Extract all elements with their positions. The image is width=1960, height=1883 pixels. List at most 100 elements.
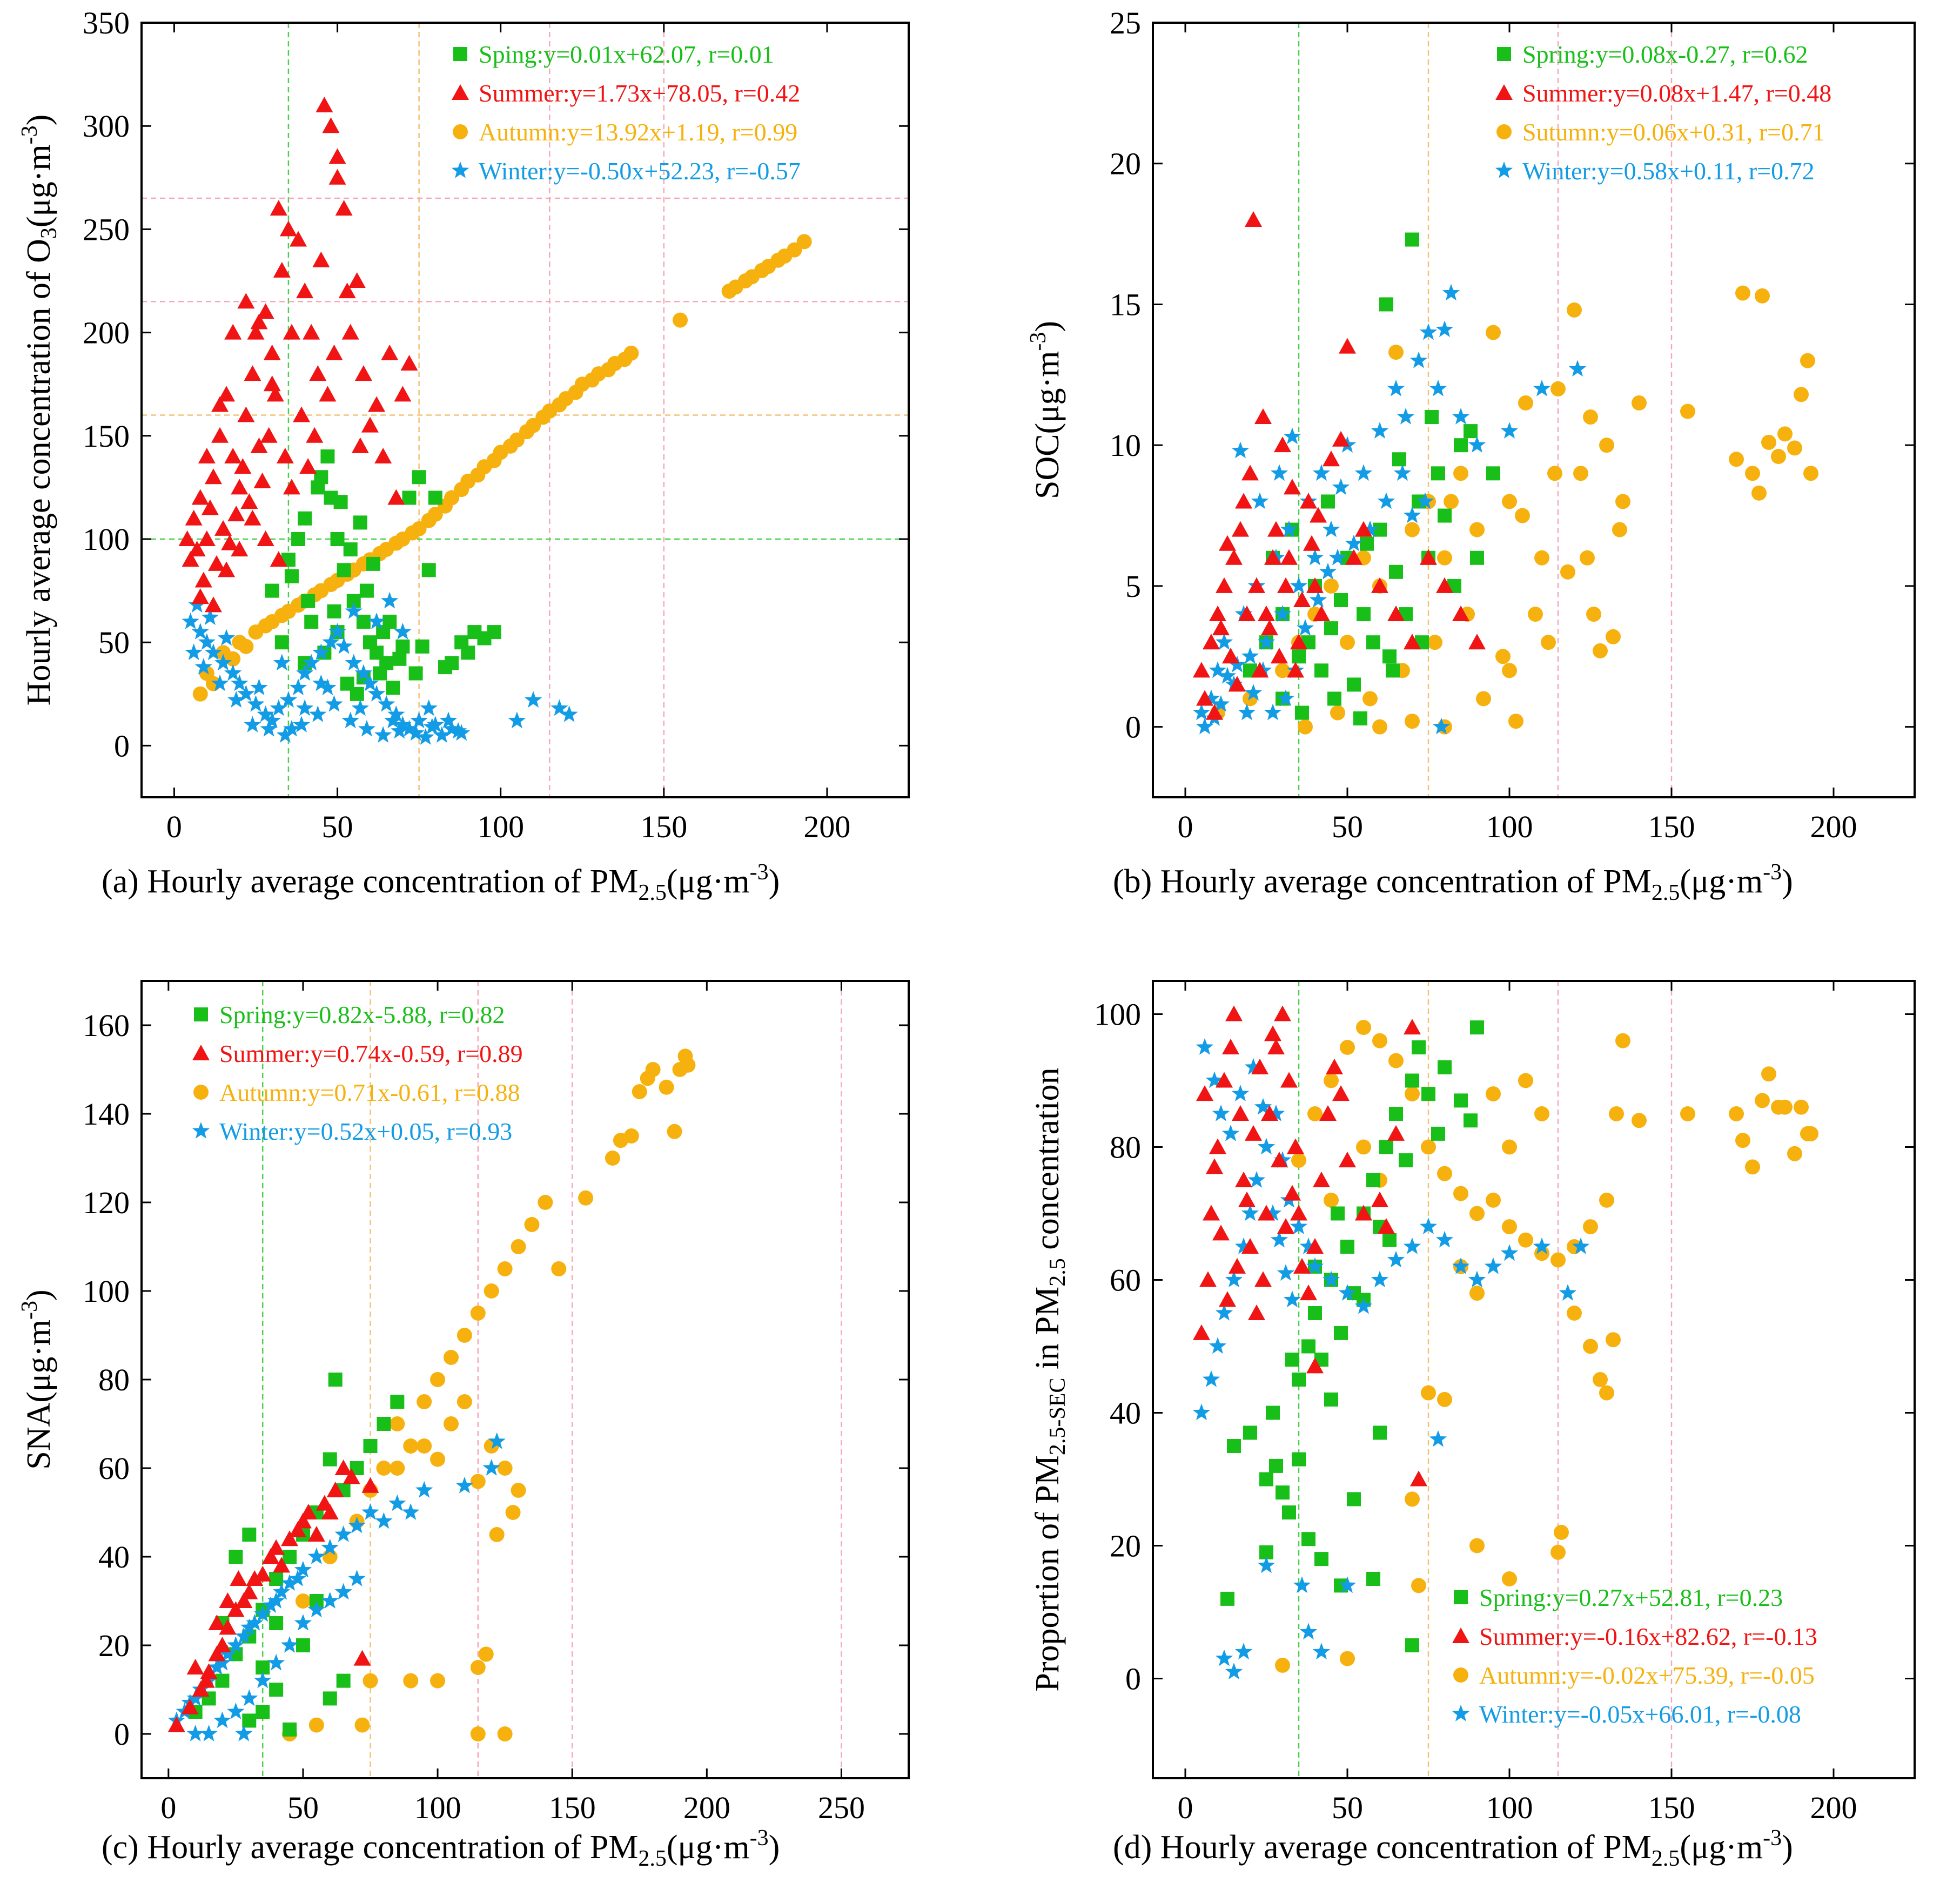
summer-point: [281, 1530, 299, 1546]
winter-point: [217, 629, 236, 646]
winter-point: [289, 678, 307, 696]
spring-point: [1392, 452, 1406, 467]
winter-point: [288, 1570, 307, 1586]
autumn-point: [1411, 1578, 1426, 1593]
legend-marker-summer: [192, 1045, 210, 1060]
winter-point: [1264, 1204, 1282, 1221]
summer-point: [197, 1672, 215, 1688]
summer-point: [1332, 1085, 1350, 1101]
winter-point: [263, 711, 281, 729]
spring-point: [1373, 1425, 1387, 1440]
summer-point: [1238, 1191, 1256, 1207]
autumn-point: [470, 1726, 486, 1741]
summer-point: [1196, 1085, 1213, 1101]
spring-point: [323, 1691, 337, 1706]
summer-point: [218, 561, 236, 577]
autumn-point: [502, 438, 518, 454]
winter-point: [1468, 436, 1486, 453]
panel-c: 0 50 100 150 200 250 0 20 40 60 80 100 120 140 160 SNA(…: [17, 980, 910, 1871]
legend-marker-spring: [453, 47, 467, 61]
winter-point: [208, 1658, 226, 1675]
winter-point: [1209, 1337, 1227, 1354]
spring-point: [1366, 1173, 1380, 1187]
winter-point: [1429, 379, 1447, 396]
legend: Spring:y=0.08x-0.27, r=0.62 Summer:y=0.08…: [1495, 41, 1831, 185]
summer-point: [213, 1637, 231, 1652]
y-axis-label: Hourly average concentration of O3(μg·m-…: [17, 115, 62, 706]
winter-point: [227, 1703, 245, 1719]
winter-point: [1322, 520, 1340, 537]
autumn-point: [1508, 714, 1523, 729]
autumn-point: [421, 513, 437, 528]
x-tick-label: 200: [1810, 809, 1857, 844]
autumn-point: [1745, 1159, 1760, 1175]
autumn-point: [1444, 494, 1459, 509]
spring-point: [229, 1550, 243, 1564]
summer-point: [194, 571, 212, 588]
winter-point: [296, 664, 314, 681]
summer-point: [1254, 1271, 1272, 1287]
spring-point: [1324, 621, 1338, 636]
winter-point: [1468, 1270, 1486, 1288]
summer-point: [1225, 1005, 1243, 1021]
summer-point: [1261, 620, 1278, 636]
summer-point: [270, 200, 287, 216]
autumn-point: [390, 1416, 405, 1431]
summer-point: [1241, 1238, 1259, 1254]
winter-point: [415, 1481, 433, 1498]
summer-point: [1300, 1285, 1317, 1301]
winter-point: [296, 699, 314, 716]
autumn-point: [1437, 1166, 1452, 1181]
summer-point: [1219, 535, 1236, 551]
winter-point: [367, 613, 386, 629]
y-tick-label: 100: [83, 522, 130, 557]
summer-point: [296, 283, 314, 299]
summer-point: [319, 386, 337, 402]
y-tick-label: 40: [98, 1539, 130, 1575]
summer-point: [1229, 1257, 1246, 1274]
spring-point: [412, 470, 426, 485]
autumn-point: [1550, 1252, 1566, 1268]
autumn-point: [497, 1461, 513, 1476]
autumn-point: [1388, 345, 1404, 360]
summer-point: [1339, 338, 1356, 354]
summer-point: [1196, 690, 1213, 706]
series-summer: [1193, 1005, 1427, 1487]
x-tick-label: 100: [1486, 1790, 1533, 1825]
summer-point: [1303, 535, 1320, 551]
y-tick-label: 100: [1094, 997, 1141, 1032]
winter-point: [273, 654, 291, 671]
autumn-point: [1534, 1106, 1549, 1121]
winter-point: [1568, 360, 1587, 377]
autumn-point: [645, 1062, 661, 1077]
winter-point: [227, 691, 245, 708]
autumn-point: [1761, 1066, 1776, 1082]
x-tick-label: 100: [414, 1790, 461, 1825]
summer-point: [1306, 1238, 1324, 1254]
x-tick-label: 100: [477, 809, 524, 844]
legend-marker-winter: [1452, 1705, 1470, 1721]
autumn-point: [728, 279, 743, 295]
summer-point: [247, 324, 265, 340]
summer-point: [1274, 1005, 1291, 1021]
summer-point: [309, 365, 327, 381]
autumn-point: [1469, 1538, 1485, 1554]
summer-point: [1206, 1158, 1223, 1174]
winter-point: [237, 684, 255, 702]
autumn-point: [1486, 1192, 1501, 1208]
y-tick-label: 150: [83, 419, 130, 454]
winter-point: [1312, 1643, 1331, 1660]
winter-point: [1241, 1204, 1259, 1221]
autumn-point: [225, 651, 241, 667]
series-spring: [1220, 1020, 1484, 1652]
summer-point: [306, 427, 324, 443]
autumn-point: [1275, 1657, 1290, 1673]
legend-marker-autumn: [1496, 124, 1512, 139]
autumn-point: [1340, 635, 1355, 650]
spring-point: [1405, 1073, 1419, 1088]
y-tick-label: 160: [83, 1008, 130, 1043]
summer-point: [1203, 1205, 1220, 1221]
spring-point: [359, 583, 374, 598]
summer-point: [368, 396, 386, 412]
